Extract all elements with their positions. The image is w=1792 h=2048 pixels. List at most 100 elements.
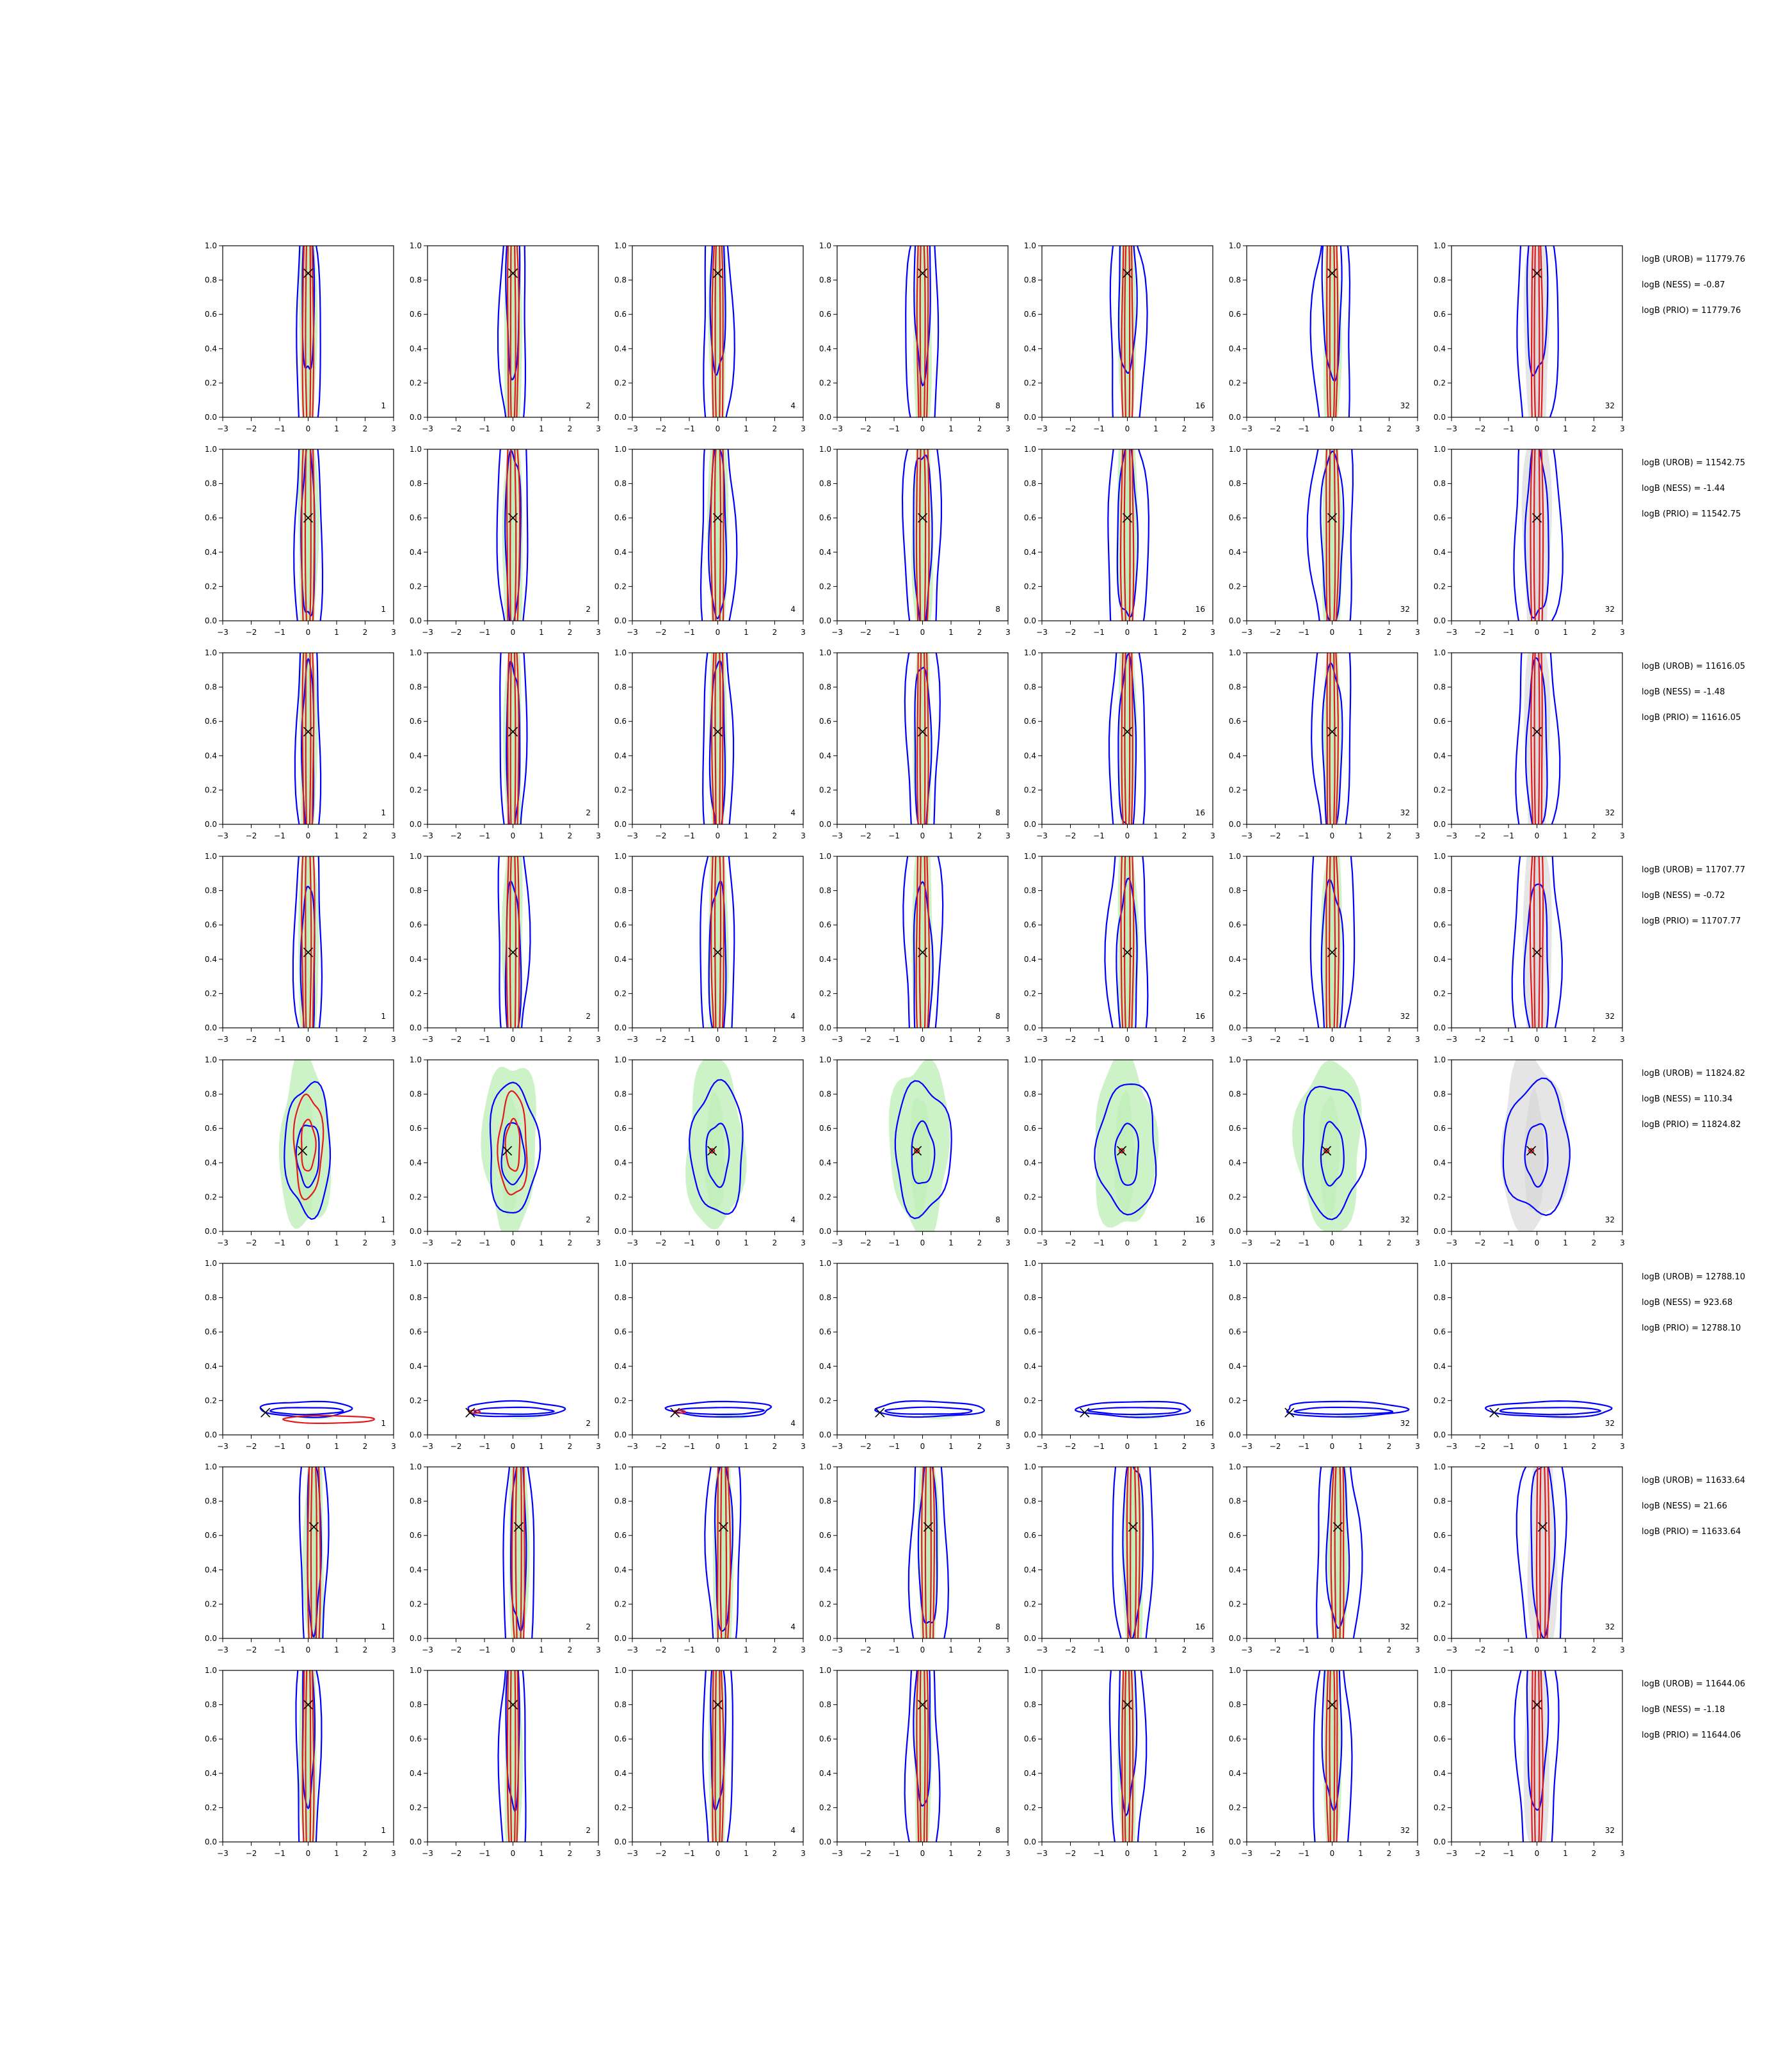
x-tick-label: 3 <box>1415 1442 1420 1451</box>
y-axis: 0.0 0.2 0.4 0.6 0.8 1.0 <box>1024 852 1042 1032</box>
y-tick-label: 0.0 <box>205 1227 217 1236</box>
blue-contour <box>284 1081 332 1220</box>
blue-contour <box>1286 1400 1410 1418</box>
x-tick-label: −3 <box>1036 1645 1048 1654</box>
y-axis: 0.0 0.2 0.4 0.6 0.8 1.0 <box>410 1462 428 1643</box>
y-axis: 0.0 0.2 0.4 0.6 0.8 1.0 <box>614 1666 632 1846</box>
y-tick-label: 0.4 <box>205 1362 217 1371</box>
x-tick-label: 1 <box>1358 1035 1363 1044</box>
x-axis: −3 −2 −1 0 1 2 3 <box>1446 1028 1625 1044</box>
panel-r7-c1: −3 −2 −1 0 1 2 3 0.0 0.2 0.4 0.6 0.8 1.0 1 <box>205 1462 396 1654</box>
panel-r2-c5: −3 −2 −1 0 1 2 3 0.0 0.2 0.4 0.6 0.8 1.0 16 <box>1024 445 1215 637</box>
y-tick-label: 0.8 <box>410 1090 422 1099</box>
x-tick-label: 2 <box>1592 1035 1597 1044</box>
x-tick-label: 2 <box>1182 1442 1187 1451</box>
x-tick-label: 1 <box>539 1849 544 1858</box>
x-tick-label: −2 <box>246 1442 257 1451</box>
x-tick-label: 2 <box>1182 424 1187 433</box>
x-tick-label: 1 <box>1153 628 1158 637</box>
x-tick-label: −1 <box>888 1849 900 1858</box>
y-tick-label: 0.6 <box>614 1327 627 1336</box>
y-tick-label: 0.6 <box>819 1734 831 1743</box>
x-tick-label: 3 <box>391 1645 396 1654</box>
y-tick-label: 1.0 <box>614 1666 627 1675</box>
panel-count-label: 32 <box>1400 1419 1410 1428</box>
panel-r6-c4: −3 −2 −1 0 1 2 3 0.0 0.2 0.4 0.6 0.8 1.0 8 <box>819 1259 1011 1451</box>
y-tick-label: 0.0 <box>1024 1837 1036 1846</box>
x-tick-label: −2 <box>246 831 257 840</box>
x-tick-label: −3 <box>627 424 638 433</box>
y-tick-label: 0.0 <box>410 1634 422 1643</box>
x-tick-label: 2 <box>772 1645 778 1654</box>
red-contour <box>300 1118 317 1172</box>
x-tick-label: 1 <box>744 628 749 637</box>
y-axis: 0.0 0.2 0.4 0.6 0.8 1.0 <box>1229 1462 1247 1643</box>
panel-count-label: 1 <box>381 808 386 817</box>
x-tick-label: 1 <box>1563 1035 1568 1044</box>
x-axis: −3 −2 −1 0 1 2 3 <box>422 621 601 637</box>
x-tick-label: 1 <box>1358 1849 1363 1858</box>
true-value-marker <box>508 513 518 523</box>
panel-r4-c3: −3 −2 −1 0 1 2 3 0.0 0.2 0.4 0.6 0.8 1.0 4 <box>614 852 806 1044</box>
x-tick-label: 3 <box>596 831 601 840</box>
blue-contour <box>1094 1083 1157 1216</box>
red-contour <box>509 856 516 1028</box>
red-contour <box>719 1467 728 1638</box>
y-tick-label: 0.4 <box>1434 751 1446 760</box>
x-axis: −3 −2 −1 0 1 2 3 <box>1446 621 1625 637</box>
x-tick-label: 2 <box>772 831 778 840</box>
true-value-marker <box>670 1407 680 1418</box>
x-tick-label: 3 <box>1005 424 1011 433</box>
x-tick-label: 0 <box>1330 424 1335 433</box>
y-tick-label: 0.4 <box>614 548 627 557</box>
x-tick-label: 2 <box>568 628 573 637</box>
y-tick-label: 0.2 <box>614 1803 627 1812</box>
x-tick-label: 0 <box>920 1238 925 1247</box>
y-tick-label: 0.2 <box>614 378 627 387</box>
x-tick-label: 0 <box>306 1238 311 1247</box>
y-tick-label: 0.4 <box>205 344 217 353</box>
y-axis: 0.0 0.2 0.4 0.6 0.8 1.0 <box>819 445 837 625</box>
x-tick-label: −1 <box>684 1442 695 1451</box>
y-tick-label: 0.2 <box>1434 989 1446 998</box>
true-value-marker <box>1122 268 1133 278</box>
y-tick-label: 0.6 <box>410 310 422 319</box>
x-tick-label: 0 <box>920 1442 925 1451</box>
red-contour <box>710 653 724 824</box>
y-tick-label: 1.0 <box>410 1666 422 1675</box>
panel-count-label: 4 <box>790 1622 796 1631</box>
x-axis: −3 −2 −1 0 1 2 3 <box>627 417 806 433</box>
y-tick-label: 1.0 <box>614 648 627 657</box>
x-tick-label: −3 <box>1446 1645 1457 1654</box>
x-tick-label: 3 <box>596 1645 601 1654</box>
x-tick-label: 1 <box>539 424 544 433</box>
x-tick-label: 1 <box>539 1442 544 1451</box>
y-tick-label: 0.2 <box>1024 1192 1036 1201</box>
red-contour <box>918 856 927 1028</box>
true-value-marker <box>308 1522 319 1532</box>
x-tick-label: −1 <box>479 628 490 637</box>
blue-contour <box>1112 1467 1154 1638</box>
x-tick-label: 2 <box>1387 424 1392 433</box>
x-tick-label: −2 <box>1065 628 1076 637</box>
y-tick-label: 0.6 <box>614 513 627 522</box>
x-tick-label: −3 <box>422 424 433 433</box>
true-value-marker <box>1327 726 1338 737</box>
y-tick-label: 0.4 <box>1229 344 1241 353</box>
y-tick-label: 1.0 <box>1434 1055 1446 1064</box>
y-tick-label: 0.0 <box>205 820 217 829</box>
logb-label: logB (NESS) = 21.66 <box>1642 1501 1727 1511</box>
red-contour <box>712 1670 724 1842</box>
y-tick-label: 0.6 <box>205 1327 217 1336</box>
x-tick-label: 1 <box>1563 831 1568 840</box>
panel-count-label: 4 <box>790 1012 796 1021</box>
x-tick-label: 0 <box>716 1645 721 1654</box>
x-tick-label: 3 <box>596 628 601 637</box>
y-tick-label: 0.6 <box>1229 920 1241 929</box>
y-tick-label: 0.4 <box>1024 1769 1036 1778</box>
x-tick-label: −1 <box>1298 831 1309 840</box>
y-tick-label: 0.6 <box>205 717 217 726</box>
x-axis: −3 −2 −1 0 1 2 3 <box>422 1435 601 1451</box>
blue-contour <box>703 246 735 417</box>
y-tick-label: 1.0 <box>410 1259 422 1268</box>
